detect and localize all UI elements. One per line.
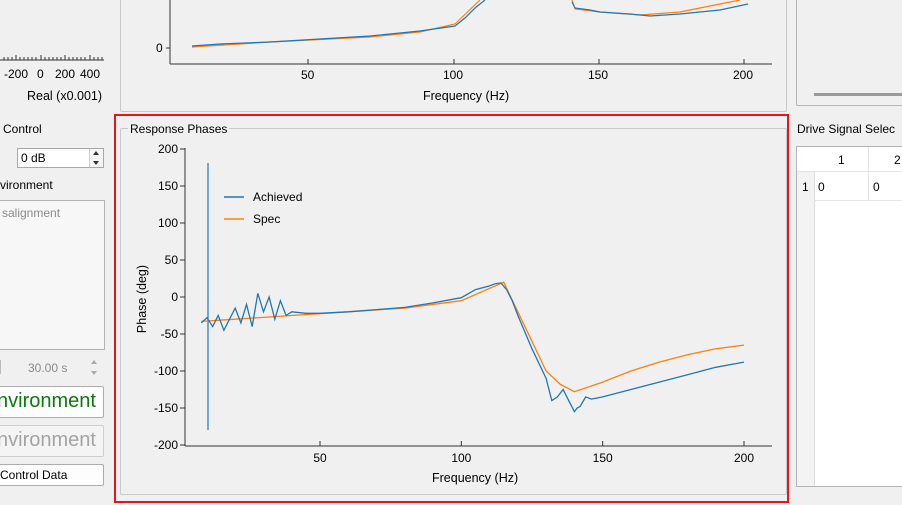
response-phases-plot: 200 150 100 50 0 -50 -100 -150 -200 50 100 150 200 A…	[120, 128, 785, 493]
phase-xlabel: Frequency (Hz)	[432, 471, 519, 485]
drive-signal-cell-1-1[interactable]: 0	[818, 180, 825, 194]
phase-xtick-label: 50	[313, 451, 327, 465]
drive-signal-cell-1-2[interactable]: 0	[873, 180, 880, 194]
start-environment-label: nvironment	[0, 390, 96, 412]
duration-down-icon	[91, 371, 97, 375]
top-left-axis-svg	[0, 55, 104, 61]
phase-ytick-label: -150	[154, 401, 178, 415]
phase-xtick-label: 100	[451, 451, 471, 465]
drive-signal-col-header-2[interactable]: 2	[894, 153, 901, 167]
phase-plot-svg: 200 150 100 50 0 -50 -100 -150 -200 50 100 150 200 A…	[154, 142, 772, 465]
phase-ytick-label: 0	[171, 290, 178, 304]
environment-group-title: vironment	[0, 178, 53, 192]
environment-list-item[interactable]: salignment	[2, 206, 61, 220]
drive-signal-row-header-1[interactable]: 1	[802, 180, 809, 194]
phase-ytick-label: 150	[158, 179, 178, 193]
phase-xtick-label: 200	[734, 451, 754, 465]
top-left-axis-label: Real (x0.001)	[27, 89, 103, 103]
top-right-panel	[796, 0, 902, 106]
magnitude-xtick-label-0: 50	[301, 68, 315, 82]
drive-signal-row-divider	[814, 200, 902, 201]
duration-value: 30.00 s	[28, 361, 68, 375]
magnitude-plot-svg	[166, 0, 772, 65]
magnitude-xlabel: Frequency (Hz)	[423, 89, 510, 103]
save-control-data-button[interactable]: Control Data	[0, 464, 104, 486]
start-environment-button[interactable]: nvironment	[0, 386, 104, 418]
phase-ytick-label: 100	[158, 216, 178, 230]
top-left-minor-ticks	[3, 55, 103, 60]
drive-signal-group-title: Drive Signal Selec	[797, 122, 896, 136]
attenuation-spin-arrows[interactable]	[89, 149, 103, 167]
spin-up-icon[interactable]	[93, 151, 99, 155]
save-control-data-label: Control Data	[0, 468, 68, 482]
magnitude-xtick-label-1: 100	[443, 68, 464, 82]
control-group-title: Control	[3, 122, 42, 136]
magnitude-ytick-label-0: 0	[156, 41, 163, 55]
magnitude-spec-line	[191, 0, 481, 48]
drive-signal-header-row	[797, 147, 902, 172]
response-phases-title: Response Phases	[128, 122, 230, 136]
drive-signal-col-divider	[868, 147, 869, 200]
magnitude-plot-group	[120, 0, 787, 112]
phase-series-achieved	[200, 282, 745, 413]
duration-spinbox: 30.00 s	[0, 358, 102, 377]
magnitude-x-ticks	[307, 59, 745, 64]
top-left-tick-3: 400	[80, 67, 101, 81]
drive-signal-table[interactable]: 1 2 1 0 0	[796, 146, 902, 487]
legend-spec-label: Spec	[253, 212, 280, 226]
drive-signal-col-header-1[interactable]: 1	[838, 153, 845, 167]
magnitude-spec-line-2	[571, 0, 741, 16]
top-left-plot: -200 0 200 400 Real (x0.001)	[0, 0, 110, 110]
magnitude-achieved-line	[191, 0, 486, 47]
duration-up-icon	[91, 360, 97, 364]
magnitude-xtick-label-3: 200	[733, 68, 754, 82]
magnitude-achieved-line-2	[571, 1, 749, 17]
duration-spin-arrows	[88, 358, 101, 377]
phase-ytick-label: -100	[154, 364, 178, 378]
top-left-tick-2: 200	[55, 67, 76, 81]
duration-checkbox	[0, 360, 1, 374]
magnitude-plot: 0 50 100 150 200 Frequency (Hz)	[120, 0, 785, 110]
phase-ytick-label: 200	[158, 142, 178, 156]
phase-ytick-label: -200	[154, 438, 178, 452]
phase-ytick-label: 50	[165, 253, 179, 267]
top-right-scrollbar[interactable]	[814, 93, 902, 96]
magnitude-xtick-label-2: 150	[588, 68, 609, 82]
top-left-tick-1: 0	[37, 67, 44, 81]
attenuation-spinbox[interactable]: 0 dB	[17, 148, 104, 168]
stop-environment-label: nvironment	[0, 429, 96, 451]
spin-down-icon[interactable]	[93, 161, 99, 165]
attenuation-value: 0 dB	[21, 151, 46, 165]
response-phases-group	[120, 128, 787, 495]
legend-achieved-label: Achieved	[253, 190, 302, 204]
phase-ytick-label: -50	[161, 327, 179, 341]
stop-environment-button: nvironment	[0, 425, 104, 457]
drive-signal-row-header-column	[797, 147, 815, 486]
environment-list[interactable]: salignment	[0, 200, 105, 350]
phase-xtick-label: 150	[593, 451, 613, 465]
top-left-tick-0: -200	[4, 67, 29, 81]
selection-highlight	[114, 114, 789, 503]
